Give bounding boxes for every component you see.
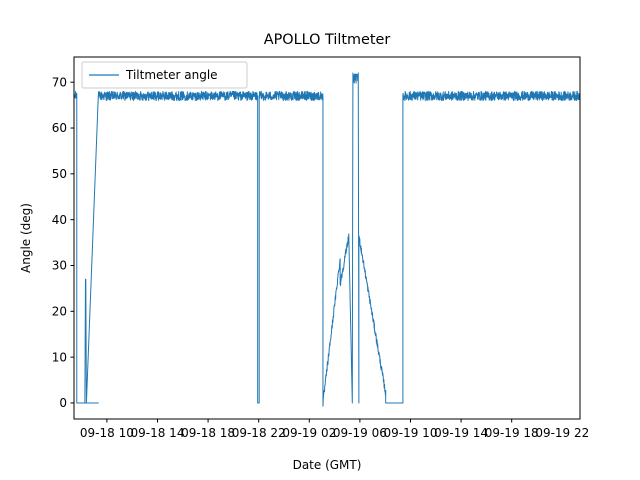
y-tick-label: 50 (52, 167, 67, 181)
plot-area-background (74, 57, 580, 419)
y-tick-label: 30 (52, 259, 67, 273)
x-tick-label: 09-18 14 (131, 426, 185, 440)
x-tick-label: 09-19 14 (434, 426, 488, 440)
chart-legend: Tiltmeter angle (81, 61, 248, 89)
y-tick-label: 60 (52, 121, 67, 135)
legend-entry-label: Tiltmeter angle (125, 68, 218, 82)
y-axis-label: Angle (deg) (19, 203, 33, 273)
x-tick-label: 09-18 10 (80, 426, 134, 440)
y-tick-label: 70 (52, 75, 67, 89)
x-tick-label: 09-18 18 (181, 426, 235, 440)
x-tick-label: 09-19 02 (282, 426, 336, 440)
x-tick-label: 09-19 10 (384, 426, 438, 440)
x-tick-label: 09-19 18 (485, 426, 539, 440)
y-tick-label: 40 (52, 213, 67, 227)
y-axis-ticks: 0 10 20 30 40 50 60 70 (52, 75, 74, 410)
tiltmeter-angle-trace (74, 72, 580, 407)
legend-frame (81, 61, 248, 89)
chart-title: APOLLO Tiltmeter (264, 32, 391, 48)
y-tick-label: 20 (52, 305, 67, 319)
data-series-layer (74, 72, 580, 407)
x-tick-label: 09-19 22 (535, 426, 589, 440)
x-axis-label: Date (GMT) (293, 458, 362, 472)
x-tick-label: 09-18 22 (232, 426, 286, 440)
axes-frame (73, 56, 581, 420)
y-tick-label: 10 (52, 350, 67, 364)
y-tick-label: 0 (59, 396, 67, 410)
x-tick-label: 09-19 06 (333, 426, 387, 440)
